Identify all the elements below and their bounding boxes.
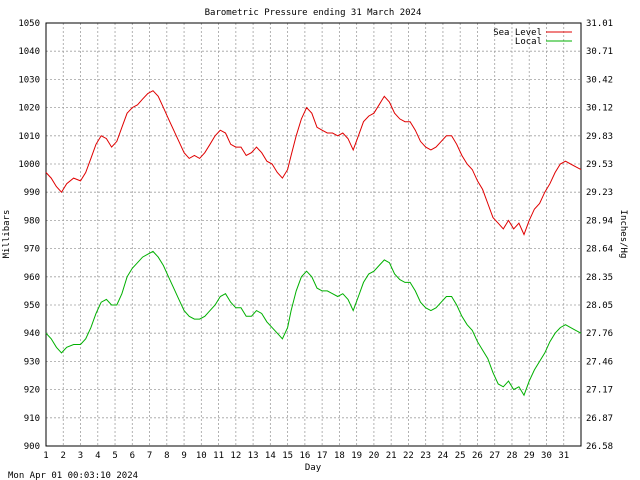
y2-tick-label: 30.12: [586, 104, 613, 114]
x-tick-label: 31: [558, 451, 569, 461]
y2-tick-label: 29.53: [586, 160, 613, 170]
y-tick-label: 930: [24, 357, 40, 367]
y-tick-label: 1050: [18, 19, 40, 29]
tick-labels: 1 2 3 4 5 6 7 8 9 10 11 12 13 14 15 16 17 18 19 20 21 22 23 24 2…: [18, 19, 613, 461]
y-tick-label: 990: [24, 188, 40, 198]
x-tick-label: 18: [334, 451, 345, 461]
y2-tick-label: 30.42: [586, 75, 613, 85]
y2-tick-label: 28.64: [586, 245, 613, 255]
y-tick-label: 920: [24, 386, 40, 396]
chart-title: Barometric Pressure ending 31 March 2024: [205, 8, 422, 18]
series-line-sea-level: [45, 90, 582, 236]
y-tick-label: 1040: [18, 47, 40, 57]
series-layer: [45, 90, 582, 397]
x-tick-label: 20: [368, 451, 379, 461]
x-tick-label: 13: [248, 451, 259, 461]
y2-tick-label: 29.83: [586, 132, 613, 142]
x-tick-label: 23: [420, 451, 431, 461]
y-axis-label: Millibars: [2, 210, 12, 259]
x-tick-label: 2: [61, 451, 66, 461]
x-tick-label: 4: [95, 451, 100, 461]
x-tick-label: 11: [213, 451, 224, 461]
x-tick-label: 7: [147, 451, 152, 461]
y-tick-label: 900: [24, 442, 40, 452]
x-tick-label: 9: [181, 451, 186, 461]
y2-tick-label: 27.46: [586, 357, 613, 367]
legend-label-local: Local: [515, 37, 542, 47]
x-tick-label: 22: [403, 451, 414, 461]
x-tick-label: 24: [438, 451, 449, 461]
x-tick-label: 17: [317, 451, 328, 461]
y-tick-label: 1010: [18, 132, 40, 142]
y-tick-label: 970: [24, 245, 40, 255]
y2-tick-label: 30.71: [586, 47, 613, 57]
y2-axis-label: Inches/Hg: [618, 210, 628, 259]
y2-tick-label: 28.05: [586, 301, 613, 311]
y-tick-label: 1020: [18, 104, 40, 114]
y-tick-label: 980: [24, 216, 40, 226]
x-tick-label: 16: [299, 451, 310, 461]
plot-frame: [45, 22, 582, 447]
x-tick-label: 1: [43, 451, 48, 461]
y-tick-label: 1030: [18, 75, 40, 85]
y2-tick-label: 31.01: [586, 19, 613, 29]
x-axis-label: Day: [305, 463, 322, 473]
x-tick-label: 25: [455, 451, 466, 461]
x-tick-label: 5: [112, 451, 117, 461]
x-tick-label: 6: [130, 451, 135, 461]
x-tick-label: 12: [230, 451, 241, 461]
legend: Sea Level Local: [493, 28, 572, 47]
x-tick-label: 10: [196, 451, 207, 461]
y-tick-label: 950: [24, 301, 40, 311]
grid: [46, 23, 581, 446]
x-tick-label: 28: [507, 451, 518, 461]
y2-tick-label: 29.23: [586, 188, 613, 198]
legend-label-sea-level: Sea Level: [493, 28, 542, 38]
y-tick-label: 940: [24, 329, 40, 339]
x-tick-label: 3: [78, 451, 83, 461]
x-tick-label: 8: [164, 451, 169, 461]
x-tick-label: 15: [282, 451, 293, 461]
y2-tick-label: 27.76: [586, 329, 613, 339]
x-tick-label: 29: [524, 451, 535, 461]
y2-tick-label: 28.94: [586, 216, 613, 226]
x-tick-label: 27: [489, 451, 500, 461]
y-tick-label: 960: [24, 273, 40, 283]
y-tick-label: 1000: [18, 160, 40, 170]
x-tick-label: 21: [386, 451, 397, 461]
y-tick-label: 910: [24, 414, 40, 424]
x-tick-label: 14: [265, 451, 276, 461]
y2-tick-label: 26.58: [586, 442, 613, 452]
series-line-local: [45, 250, 582, 397]
x-tick-label: 26: [472, 451, 483, 461]
x-tick-label: 19: [351, 451, 362, 461]
y2-tick-label: 27.17: [586, 386, 613, 396]
y2-tick-label: 28.35: [586, 273, 613, 283]
x-tick-label: 30: [541, 451, 552, 461]
footer-timestamp: Mon Apr 01 00:03:10 2024: [8, 471, 138, 480]
y2-tick-label: 26.87: [586, 414, 613, 424]
